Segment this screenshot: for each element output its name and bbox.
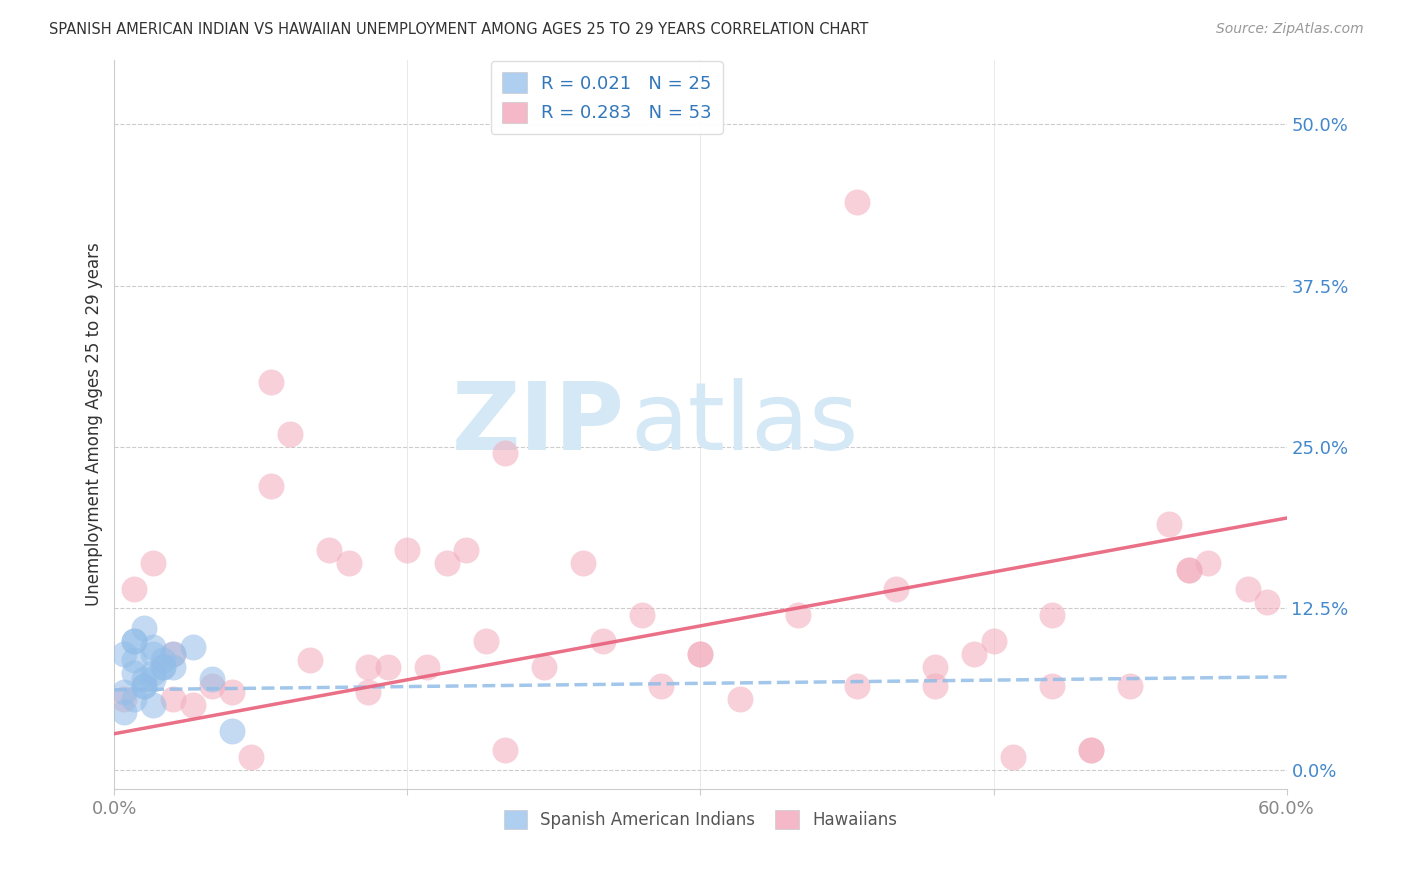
Point [1119,679,1142,693]
Point [454,543,477,558]
Point [112,691,135,706]
Point [924,679,946,693]
Point [162,659,184,673]
Point [132,673,155,687]
Point [201,673,224,687]
Point [122,691,145,706]
Point [278,427,301,442]
Legend: Spanish American Indians, Hawaiians: Spanish American Indians, Hawaiians [498,803,904,836]
Point [162,647,184,661]
Point [221,724,243,739]
Point [162,691,184,706]
Point [260,479,283,493]
Point [884,582,907,596]
Point [1178,563,1201,577]
Point [689,647,711,661]
Point [963,647,986,661]
Y-axis label: Unemployment Among Ages 25 to 29 years: Unemployment Among Ages 25 to 29 years [86,243,103,607]
Point [142,673,165,687]
Point [142,698,165,713]
Point [221,685,243,699]
Text: Source: ZipAtlas.com: Source: ZipAtlas.com [1216,22,1364,37]
Point [416,659,439,673]
Point [787,607,810,622]
Point [436,556,458,570]
Point [1256,595,1278,609]
Point [1197,556,1219,570]
Point [142,665,165,680]
Point [112,647,135,661]
Point [181,640,204,655]
Point [112,685,135,699]
Point [1080,743,1102,757]
Point [592,633,614,648]
Point [318,543,340,558]
Point [631,607,654,622]
Point [533,659,555,673]
Point [240,750,263,764]
Point [728,691,751,706]
Point [1236,582,1258,596]
Point [1178,563,1201,577]
Point [132,621,155,635]
Point [650,679,672,693]
Point [122,633,145,648]
Point [142,556,165,570]
Point [122,653,145,667]
Point [1080,743,1102,757]
Point [122,582,145,596]
Point [152,659,174,673]
Point [1040,679,1063,693]
Point [689,647,711,661]
Point [377,659,399,673]
Point [201,679,224,693]
Point [983,633,1005,648]
Point [162,647,184,661]
Point [1040,607,1063,622]
Point [337,556,360,570]
Point [924,659,946,673]
Point [357,685,380,699]
Point [142,640,165,655]
Point [494,743,516,757]
Point [494,446,516,460]
Point [132,679,155,693]
Point [1002,750,1025,764]
Point [112,705,135,719]
Point [260,376,283,390]
Point [572,556,595,570]
Point [474,633,496,648]
Point [845,679,868,693]
Point [122,665,145,680]
Text: atlas: atlas [630,378,859,470]
Point [142,647,165,661]
Point [396,543,419,558]
Text: SPANISH AMERICAN INDIAN VS HAWAIIAN UNEMPLOYMENT AMONG AGES 25 TO 29 YEARS CORRE: SPANISH AMERICAN INDIAN VS HAWAIIAN UNEM… [49,22,869,37]
Point [845,194,868,209]
Point [152,653,174,667]
Point [181,698,204,713]
Point [357,659,380,673]
Point [1159,517,1181,532]
Point [132,679,155,693]
Point [122,633,145,648]
Point [298,653,321,667]
Point [152,659,174,673]
Text: ZIP: ZIP [451,378,624,470]
